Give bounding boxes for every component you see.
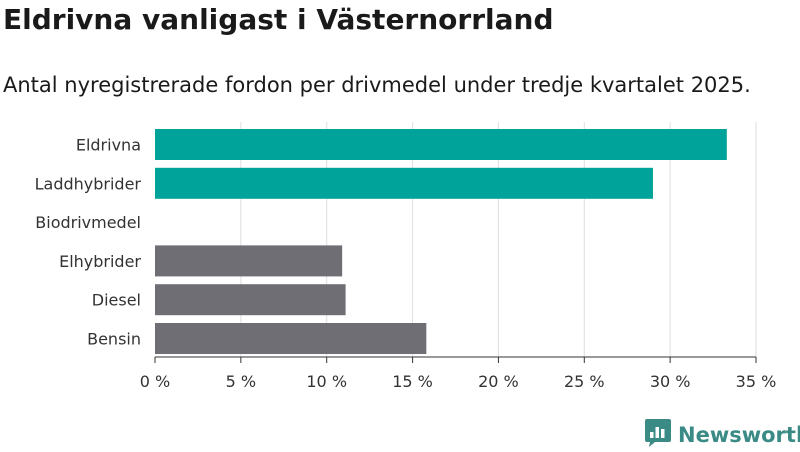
newsworthy-brand: Newsworthy — [644, 418, 800, 452]
x-tick-label: 15 % — [392, 372, 433, 391]
category-labels: Eldrivna Laddhybrider Biodrivmedel Elhybrid… — [35, 136, 142, 349]
bars — [155, 129, 727, 354]
x-tick-label: 5 % — [226, 372, 256, 391]
bar-eldrivna — [155, 129, 727, 160]
newsworthy-logo-icon — [644, 418, 672, 452]
x-tick-label: 35 % — [736, 372, 777, 391]
x-tick-label: 0 % — [140, 372, 170, 391]
gridlines — [240, 122, 757, 357]
x-tick-label: 20 % — [478, 372, 519, 391]
category-label: Eldrivna — [76, 136, 141, 155]
chart-title: Eldrivna vanligast i Västernorrland — [3, 3, 554, 36]
bar-elhybrider — [155, 245, 343, 277]
x-tick-label: 30 % — [650, 372, 691, 391]
bar-bensin — [155, 323, 427, 354]
category-label: Elhybrider — [59, 252, 141, 271]
x-tick-label: 25 % — [564, 372, 605, 391]
brand-name: Newsworthy — [678, 423, 800, 447]
x-tick-label: 10 % — [306, 372, 347, 391]
category-label: Diesel — [92, 291, 141, 310]
category-label: Laddhybrider — [35, 174, 142, 193]
bar-laddhybrider — [155, 167, 653, 199]
x-axis-ticks: 0 % 5 % 10 % 15 % 20 % 25 % 30 % 35 % — [140, 357, 777, 391]
bar-diesel — [155, 284, 346, 316]
chart-subtitle: Antal nyregistrerade fordon per drivmede… — [3, 73, 751, 97]
category-label: Bensin — [87, 330, 141, 349]
category-label: Biodrivmedel — [35, 213, 141, 232]
